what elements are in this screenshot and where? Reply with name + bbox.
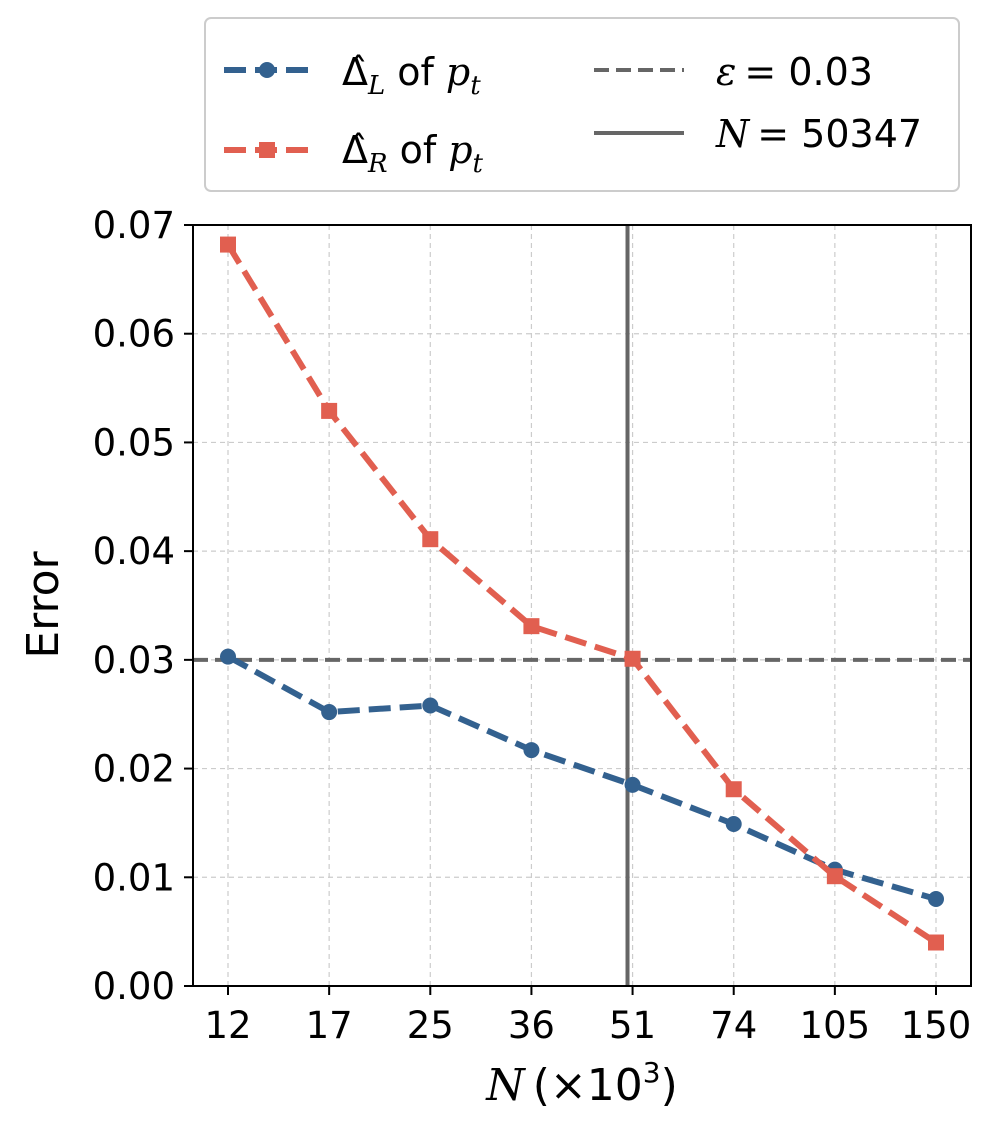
legend-marker-delta-l [259,62,275,78]
data-point-delta-l [523,742,540,759]
legend-entry-delta-l: Δ̂L of pt [224,50,481,101]
legend-label-n: N = 50347 [715,112,922,156]
data-point-delta-l [422,697,439,714]
x-axis-label-var: N [485,1060,526,1111]
x-axis-label-exp: 3 [643,1056,661,1089]
legend-sub-delta-r: R [367,149,388,179]
y-axis-label: Error [18,550,69,658]
legend-label-epsilon: ε = 0.03 [716,50,873,94]
x-tick-label: 17 [306,1004,353,1047]
y-tick-label: 0.03 [93,639,175,682]
x-axis-label-unit: (×10 [533,1060,643,1111]
legend-epsilon-var: ε [716,50,736,94]
y-tick-label: 0.00 [93,965,175,1008]
series-line-delta-r [225,243,938,946]
axis-ticks: 0.00 0.01 0.02 0.03 0.04 0.05 0.06 0.07 12 17 25 36… [93,204,972,1047]
x-tick-label: 36 [508,1004,555,1047]
data-point-delta-l [725,816,742,833]
y-tick-label: 0.04 [93,530,175,573]
grid-lines [193,224,971,987]
y-tick-label: 0.01 [93,856,175,899]
data-point-delta-r [220,236,236,253]
x-tick-label: 12 [204,1004,251,1047]
x-axis-label-close: ) [661,1060,678,1111]
legend-var-sub-delta-r: t [473,149,484,179]
data-point-delta-l [624,776,641,793]
x-tick-label: 150 [901,1004,972,1047]
legend-entry-n: N = 50347 [594,112,922,156]
legend-frame [204,17,960,192]
data-point-delta-r [826,868,843,885]
data-point-delta-r [725,781,742,798]
data-point-delta-l [321,704,338,721]
legend-of-delta-r: of [400,128,438,172]
series-line-delta-l [226,653,937,902]
legend: Δ̂L of pt Δ̂R of pt ε = 0.03 N = 50347 [204,17,960,192]
legend-symbol-delta-l: Δ̂ [342,50,368,94]
legend-label-delta-r: Δ̂R of pt [342,128,484,179]
data-point-delta-r [321,402,338,419]
legend-entry-epsilon: ε = 0.03 [594,50,873,94]
data-point-delta-r [928,934,944,951]
x-tick-label: 74 [710,1004,757,1047]
y-tick-label: 0.07 [93,204,175,247]
legend-entry-delta-r: Δ̂R of pt [224,128,484,179]
data-point-delta-r [422,531,439,548]
legend-symbol-delta-r: Δ̂ [342,128,368,172]
y-tick-label: 0.06 [93,313,175,356]
plot-frame [192,224,972,987]
legend-marker-delta-r [259,142,275,158]
legend-var-delta-r: p [448,128,472,172]
legend-n-var: N [715,112,751,156]
x-tick-label: 25 [407,1004,454,1047]
legend-n-rest: = 50347 [757,112,922,156]
x-axis-label: N (×103) [485,1056,678,1111]
legend-epsilon-rest: = 0.03 [744,50,873,94]
legend-var-delta-l: p [446,50,470,94]
data-point-delta-r [523,618,540,635]
legend-var-sub-delta-l: t [470,71,481,101]
x-tick-label: 105 [800,1004,871,1047]
legend-of-delta-l: of [397,50,435,94]
y-tick-label: 0.05 [93,421,175,464]
data-point-delta-l [928,891,944,908]
data-point-delta-l [220,648,236,665]
legend-label-delta-l: Δ̂L of pt [342,50,481,101]
legend-sub-delta-l: L [367,71,385,101]
x-tick-label: 51 [609,1004,656,1047]
data-point-delta-r [624,650,641,667]
y-tick-label: 0.02 [93,748,175,791]
reference-lines [193,225,971,986]
series-layer [220,236,944,951]
